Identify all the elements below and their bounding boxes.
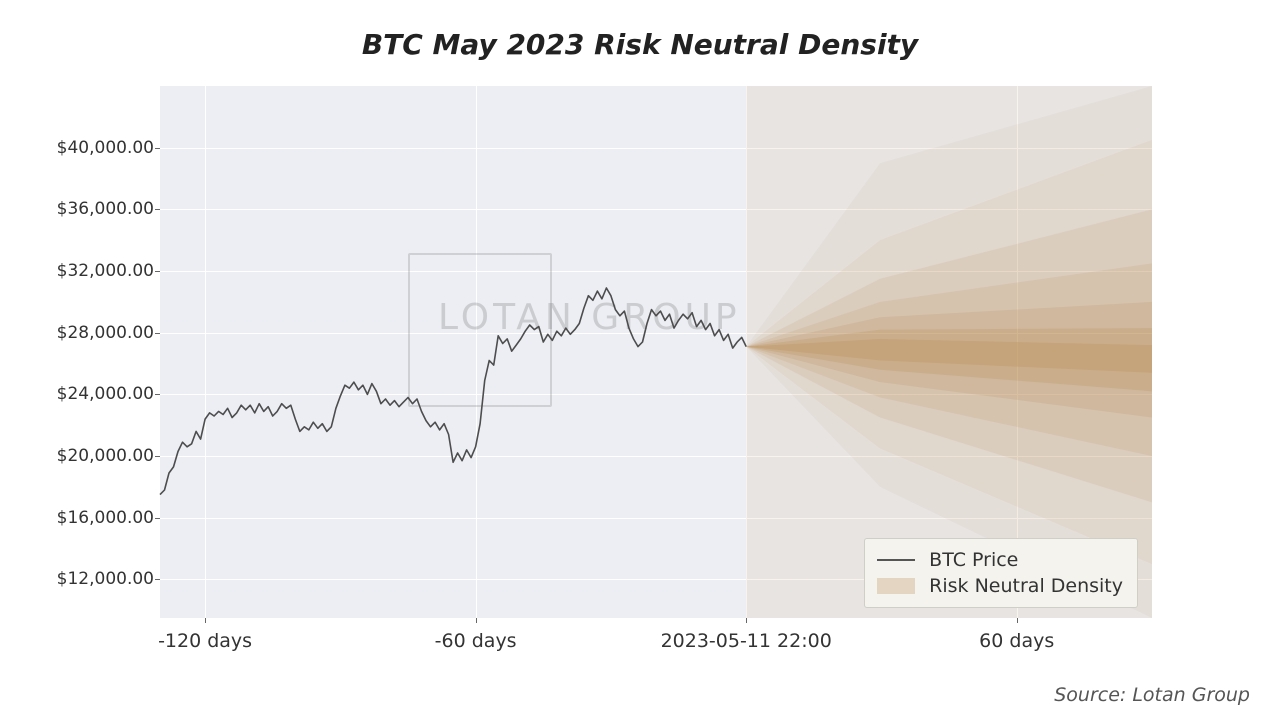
x-tick-label: -60 days — [435, 630, 517, 652]
legend: BTC Price Risk Neutral Density — [864, 538, 1138, 608]
y-tick-label: $36,000.00 — [57, 199, 154, 219]
gridline-horizontal — [160, 271, 1152, 272]
x-tick-label: -120 days — [158, 630, 252, 652]
watermark-frame — [408, 253, 552, 407]
y-tick-label: $12,000.00 — [57, 569, 154, 589]
y-tick-label: $28,000.00 — [57, 323, 154, 343]
legend-swatch-icon — [877, 578, 915, 594]
y-tick-label: $32,000.00 — [57, 261, 154, 281]
gridline-horizontal — [160, 333, 1152, 334]
x-tick-label: 60 days — [979, 630, 1054, 652]
plot-area: $12,000.00$16,000.00$20,000.00$24,000.00… — [160, 86, 1152, 618]
gridline-horizontal — [160, 209, 1152, 210]
legend-item: Risk Neutral Density — [877, 573, 1123, 599]
gridline-vertical — [476, 86, 477, 618]
chart-container: BTC May 2023 Risk Neutral Density $12,00… — [0, 0, 1280, 720]
y-tick-label: $16,000.00 — [57, 508, 154, 528]
gridline-vertical — [205, 86, 206, 618]
gridline-horizontal — [160, 148, 1152, 149]
source-attribution: Source: Lotan Group — [1054, 684, 1250, 706]
legend-line-icon — [877, 559, 915, 561]
gridline-horizontal — [160, 518, 1152, 519]
y-tick-label: $40,000.00 — [57, 138, 154, 158]
gridline-horizontal — [160, 456, 1152, 457]
chart-title: BTC May 2023 Risk Neutral Density — [0, 28, 1280, 61]
legend-label: BTC Price — [929, 549, 1018, 571]
gridline-horizontal — [160, 394, 1152, 395]
legend-item: BTC Price — [877, 547, 1123, 573]
y-tick-label: $20,000.00 — [57, 446, 154, 466]
y-tick-label: $24,000.00 — [57, 384, 154, 404]
x-tick-label: 2023-05-11 22:00 — [661, 630, 832, 652]
gridline-vertical — [746, 86, 747, 618]
legend-label: Risk Neutral Density — [929, 575, 1123, 597]
